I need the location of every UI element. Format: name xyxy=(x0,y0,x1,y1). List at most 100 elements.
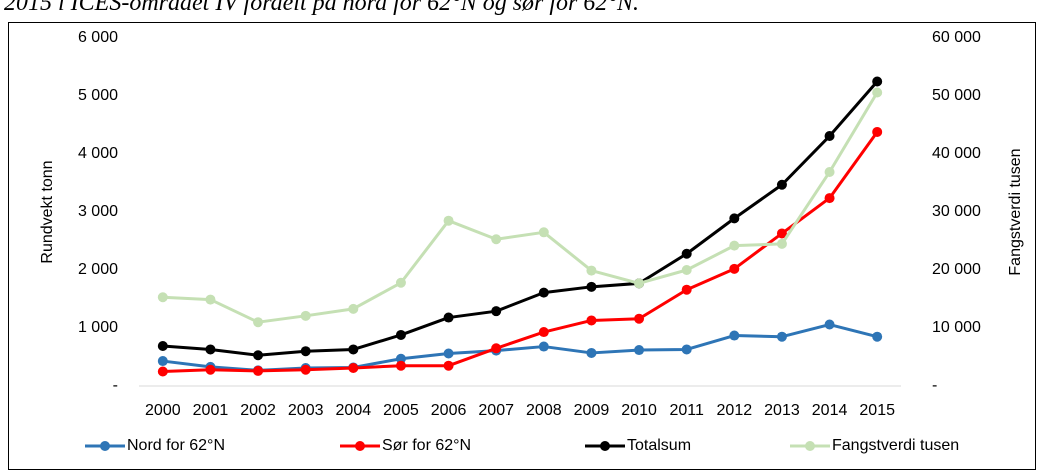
data-point xyxy=(776,179,787,190)
x-tick-label: 2015 xyxy=(859,402,895,419)
legend-label: Totalsum xyxy=(627,437,691,454)
data-point xyxy=(776,331,787,342)
data-point xyxy=(586,281,597,292)
data-point xyxy=(348,363,359,374)
data-point xyxy=(824,166,835,177)
x-tick-label: 2003 xyxy=(288,402,324,419)
y2-tick-label: 60 000 xyxy=(932,29,981,46)
data-point xyxy=(395,360,406,371)
data-point xyxy=(586,315,597,326)
data-point xyxy=(872,87,883,98)
data-point xyxy=(872,126,883,137)
x-tick-label: 2005 xyxy=(383,402,419,419)
x-tick-label: 2007 xyxy=(478,402,514,419)
y-tick-label: 2 000 xyxy=(78,261,118,278)
series-line xyxy=(162,323,878,372)
x-tick-label: 2013 xyxy=(764,402,800,419)
data-point xyxy=(681,248,692,259)
data-point xyxy=(872,331,883,342)
data-point xyxy=(776,238,787,249)
data-point xyxy=(395,329,406,340)
data-point xyxy=(443,360,454,371)
data-point xyxy=(634,278,645,289)
legend-label: Fangstverdi tusen xyxy=(832,437,959,454)
data-point xyxy=(729,213,740,224)
legend-label: Sør for 62°N xyxy=(382,437,471,454)
data-point xyxy=(586,265,597,276)
y-tick-label: 1 000 xyxy=(78,319,118,336)
legend-label: Nord for 62°N xyxy=(127,437,225,454)
data-point xyxy=(538,341,549,352)
data-point xyxy=(253,350,264,361)
data-point xyxy=(491,234,502,245)
data-point xyxy=(634,345,645,356)
data-point xyxy=(348,303,359,314)
y2-tick-label: 20 000 xyxy=(932,261,981,278)
x-tick-label: 2008 xyxy=(526,402,562,419)
y-tick-label: 4 000 xyxy=(78,145,118,162)
data-point xyxy=(729,263,740,274)
data-point xyxy=(348,344,359,355)
data-point xyxy=(586,347,597,358)
data-point xyxy=(824,319,835,330)
data-point xyxy=(300,364,311,375)
legend-marker xyxy=(100,441,110,451)
x-tick-label: 2010 xyxy=(621,402,657,419)
x-tick-label: 2000 xyxy=(145,402,181,419)
y-tick-label: 3 000 xyxy=(78,203,118,220)
data-point xyxy=(681,265,692,275)
data-point xyxy=(205,364,216,375)
data-point xyxy=(681,344,692,355)
chart-border xyxy=(8,22,1036,470)
data-point xyxy=(824,131,835,142)
data-point xyxy=(872,76,883,87)
data-point xyxy=(681,284,692,295)
data-point xyxy=(491,306,502,317)
x-tick-label: 2009 xyxy=(574,402,610,419)
data-point xyxy=(824,193,835,204)
data-point xyxy=(157,340,168,351)
data-point xyxy=(776,228,787,239)
data-point xyxy=(300,346,311,357)
x-tick-label: 2012 xyxy=(717,402,753,419)
data-point xyxy=(157,292,168,303)
data-point xyxy=(538,287,549,298)
data-point xyxy=(729,330,740,341)
data-point xyxy=(395,353,406,364)
series-line xyxy=(162,131,879,373)
x-tick-label: 2002 xyxy=(240,402,276,419)
x-tick-label: 2014 xyxy=(812,402,848,419)
y2-tick-label: 30 000 xyxy=(932,203,981,220)
data-point xyxy=(538,327,549,338)
x-tick-label: 2001 xyxy=(193,402,229,419)
data-point xyxy=(443,215,454,226)
chart-title: 2015 i ICES-området IV fordelt på nord f… xyxy=(4,0,639,16)
data-point xyxy=(634,313,645,324)
x-tick-label: 2011 xyxy=(669,402,704,419)
series-line xyxy=(162,80,879,357)
data-point xyxy=(729,240,740,251)
series-line xyxy=(162,91,879,324)
data-point xyxy=(205,344,216,355)
x-tick-label: 2004 xyxy=(336,402,372,419)
legend-marker xyxy=(805,441,815,451)
data-point xyxy=(395,277,406,288)
y-tick-label: 5 000 xyxy=(78,87,118,104)
data-point xyxy=(253,365,264,376)
x-tick-label: 2006 xyxy=(431,402,467,419)
legend-marker xyxy=(600,441,610,451)
y-axis-label: Rundvekt tonn xyxy=(39,160,56,263)
y2-tick-label: 10 000 xyxy=(932,319,981,336)
data-point xyxy=(443,312,454,323)
data-point xyxy=(205,294,216,305)
data-point xyxy=(538,227,549,238)
y-tick-label: - xyxy=(113,377,118,394)
y2-tick-label: - xyxy=(932,377,937,394)
data-point xyxy=(157,366,168,377)
data-point xyxy=(491,343,502,354)
data-point xyxy=(253,317,264,328)
legend-marker xyxy=(355,441,365,451)
y2-tick-label: 50 000 xyxy=(932,87,981,104)
y2-axis-label: Fangstverdi tusen xyxy=(1007,148,1024,275)
